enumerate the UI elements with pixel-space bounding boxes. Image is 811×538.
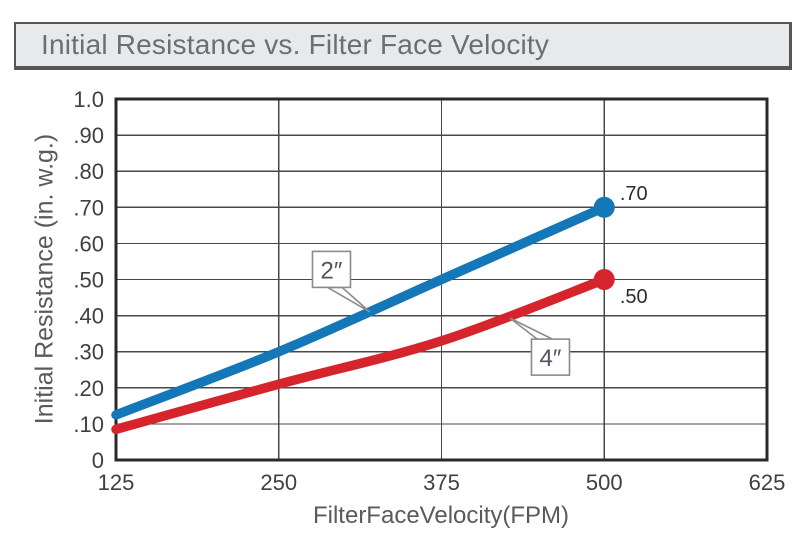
y-tick-label: .80 [73, 159, 104, 184]
y-axis-title-label: Initial Resistance (in. w.g.) [30, 133, 59, 425]
chart-title: Initial Resistance vs. Filter Face Veloc… [41, 29, 550, 60]
y-tick-label: .10 [73, 412, 104, 437]
series-line-4″ [111, 274, 609, 435]
series-end-value-label: .70 [620, 183, 648, 205]
x-axis-title-label: FilterFaceVelocity(FPM) [312, 502, 570, 529]
series-end-dot-2″ [593, 196, 615, 218]
y-tick-label: .50 [73, 268, 104, 293]
series-end-dot-4″ [593, 269, 615, 290]
y-tick-label: .30 [73, 340, 104, 365]
callout-pointer [324, 286, 371, 313]
callout-box [311, 250, 352, 289]
x-tick-label: 500 [586, 470, 623, 495]
series-end-value-label: .50 [620, 286, 648, 308]
callout-label: 4″ [540, 345, 562, 372]
y-tick-label: .70 [73, 195, 104, 220]
y-tick-label: .60 [73, 231, 104, 256]
y-tick-label: 0 [92, 448, 104, 473]
y-tick-label: .90 [73, 123, 104, 148]
x-tick-label: 375 [423, 470, 460, 495]
callout-box [530, 338, 571, 376]
series-line-2″ [111, 202, 609, 420]
x-tick-label: 250 [260, 470, 297, 495]
x-tick-label: 625 [749, 470, 786, 495]
callout-pointer [509, 317, 553, 340]
callout-label: 2″ [321, 257, 343, 284]
y-tick-label: .40 [73, 304, 104, 329]
y-tick-label: .20 [73, 376, 104, 401]
x-tick-label: 125 [98, 470, 135, 495]
y-tick-label: 1.0 [73, 87, 104, 112]
chart-title-bar: Initial Resistance vs. Filter Face Veloc… [14, 22, 792, 70]
plot-border [114, 97, 769, 462]
